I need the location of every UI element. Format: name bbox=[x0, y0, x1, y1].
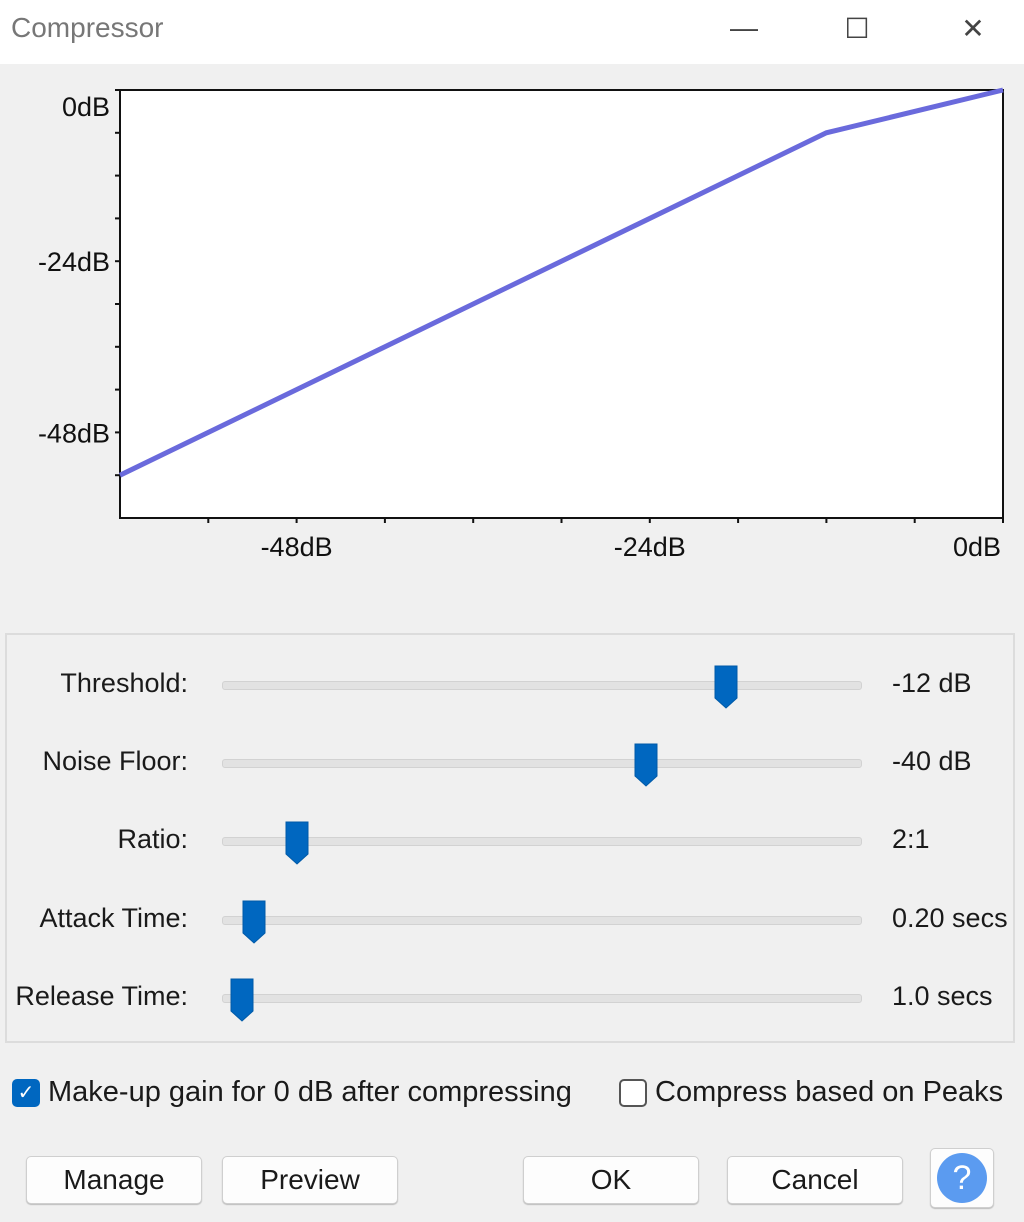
y-tick-label: -48dB bbox=[38, 418, 110, 448]
slider-label: Attack Time: bbox=[39, 903, 188, 933]
makeup-gain-checkbox[interactable]: ✓ Make-up gain for 0 dB after compressin… bbox=[12, 1076, 572, 1109]
cancel-button[interactable]: Cancel bbox=[727, 1156, 903, 1204]
y-tick-label: -24dB bbox=[38, 247, 110, 277]
makeup-gain-label: Make-up gain for 0 dB after compressing bbox=[48, 1076, 572, 1108]
slider-label: Ratio: bbox=[117, 824, 188, 854]
slider-value: 2:1 bbox=[892, 824, 930, 854]
minimize-icon[interactable]: — bbox=[730, 12, 758, 43]
help-button[interactable]: ? bbox=[930, 1148, 994, 1208]
preview-button[interactable]: Preview bbox=[222, 1156, 398, 1204]
slider-thumb[interactable] bbox=[241, 899, 267, 945]
checkbox-unchecked-icon bbox=[619, 1078, 647, 1107]
controls-panel bbox=[5, 633, 1015, 1043]
slider-label: Noise Floor: bbox=[42, 746, 188, 776]
slider-row: Attack Time: 0.20 secs bbox=[0, 900, 1024, 944]
checkbox-checked-icon: ✓ bbox=[12, 1078, 40, 1107]
compression-curve bbox=[118, 87, 1004, 478]
x-tick-label: -48dB bbox=[261, 532, 333, 562]
slider-value: 1.0 secs bbox=[892, 981, 993, 1011]
slider-label: Threshold: bbox=[60, 668, 188, 698]
help-icon: ? bbox=[937, 1153, 987, 1203]
slider-track[interactable] bbox=[222, 978, 862, 1022]
x-tick-label: -24dB bbox=[614, 532, 686, 562]
slider-value: -12 dB bbox=[892, 668, 972, 698]
maximize-icon[interactable]: ☐ bbox=[844, 12, 870, 44]
compress-peaks-label: Compress based on Peaks bbox=[655, 1076, 1004, 1108]
slider-row: Noise Floor: -40 dB bbox=[0, 743, 1024, 787]
slider-label: Release Time: bbox=[15, 981, 188, 1011]
plot-area bbox=[119, 89, 1004, 519]
slider-row: Threshold: -12 dB bbox=[0, 665, 1024, 709]
slider-thumb[interactable] bbox=[229, 977, 255, 1023]
y-tick-label: 0dB bbox=[62, 92, 110, 122]
slider-thumb[interactable] bbox=[284, 820, 310, 866]
close-icon[interactable]: ✕ bbox=[961, 12, 985, 44]
ok-button[interactable]: OK bbox=[523, 1156, 699, 1204]
slider-value: 0.20 secs bbox=[892, 903, 1008, 933]
slider-thumb[interactable] bbox=[713, 664, 739, 710]
slider-row: Release Time: 1.0 secs bbox=[0, 978, 1024, 1022]
slider-row: Ratio: 2:1 bbox=[0, 821, 1024, 865]
x-tick-label: 0dB bbox=[953, 532, 1001, 562]
slider-track[interactable] bbox=[222, 743, 862, 787]
slider-track[interactable] bbox=[222, 821, 862, 865]
manage-button[interactable]: Manage bbox=[26, 1156, 202, 1204]
compress-peaks-checkbox[interactable]: Compress based on Peaks bbox=[619, 1076, 1003, 1109]
slider-track[interactable] bbox=[222, 900, 862, 944]
title-bar: Compressor — ☐ ✕ bbox=[0, 0, 1024, 64]
slider-thumb[interactable] bbox=[633, 742, 659, 788]
compressor-curve-chart: -48dB -24dB 0dB 0dB -24dB -48dB bbox=[38, 87, 1004, 562]
slider-value: -40 dB bbox=[892, 746, 972, 776]
window-title: Compressor bbox=[11, 12, 164, 43]
slider-track[interactable] bbox=[222, 665, 862, 709]
